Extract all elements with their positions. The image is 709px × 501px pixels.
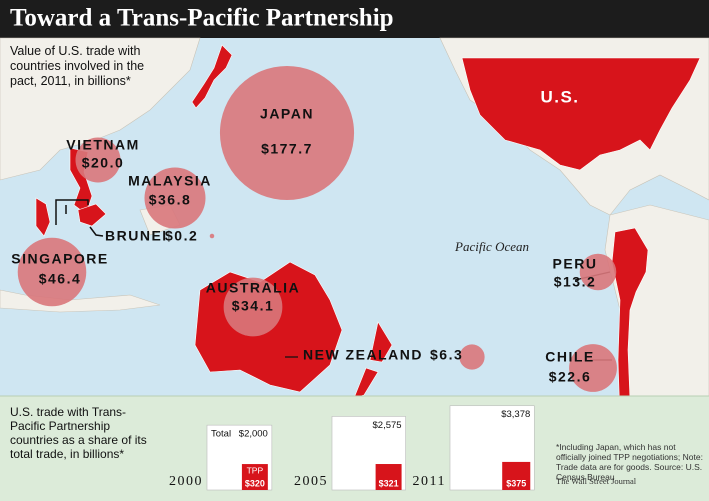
title: Toward a Trans-Pacific Partnership bbox=[10, 5, 394, 32]
trade-bubble bbox=[17, 237, 87, 307]
year-label: 2005 bbox=[294, 474, 328, 489]
country-value: $22.6 bbox=[549, 369, 592, 385]
country-name: PERU bbox=[553, 256, 598, 272]
us-label: U.S. bbox=[540, 87, 579, 106]
trade-bubble bbox=[569, 344, 617, 392]
trade-bubble bbox=[579, 253, 617, 291]
tpp-value: $321 bbox=[379, 478, 399, 488]
country-name: VIETNAM bbox=[66, 137, 140, 153]
country-value: $0.2 bbox=[165, 228, 198, 244]
trade-bubble bbox=[75, 137, 121, 183]
ocean-label: Pacific Ocean bbox=[454, 239, 529, 254]
country-value: $177.7 bbox=[261, 141, 313, 157]
borneo-land bbox=[77, 203, 107, 227]
tpp-square bbox=[502, 461, 531, 490]
us-land bbox=[461, 57, 701, 171]
tpp-value: $320 bbox=[245, 478, 265, 488]
nz-land bbox=[353, 321, 393, 399]
source: The Wall Street Journal bbox=[556, 476, 637, 486]
malaysia-land bbox=[35, 197, 51, 237]
japan-land bbox=[191, 44, 233, 109]
country-value: $6.3 bbox=[430, 347, 463, 363]
country-name: NEW ZEALAND bbox=[303, 347, 423, 363]
share-subtitle: U.S. trade with Trans-Pacific Partnershi… bbox=[10, 405, 147, 461]
total-label: $2,000 bbox=[239, 429, 268, 440]
country-value: $36.8 bbox=[149, 192, 192, 208]
tpp-word: TPP bbox=[247, 465, 264, 475]
title-bar bbox=[0, 0, 709, 38]
country-name: AUSTRALIA bbox=[206, 280, 300, 296]
country-name: SINGAPORE bbox=[11, 251, 109, 267]
trade-bubble bbox=[219, 65, 355, 201]
tpp-square bbox=[375, 464, 402, 490]
country-value: $13.2 bbox=[554, 274, 597, 290]
country-value: $46.4 bbox=[39, 271, 82, 287]
country-value: $34.1 bbox=[232, 298, 275, 314]
tpp-value: $375 bbox=[506, 478, 526, 488]
footnote: *Including Japan, which has not official… bbox=[556, 442, 703, 482]
leader-lines bbox=[55, 199, 104, 237]
trade-bubble bbox=[459, 344, 485, 370]
country-name: JAPAN bbox=[260, 106, 314, 122]
country-name: CHILE bbox=[545, 349, 595, 365]
total-label: $3,378 bbox=[501, 409, 530, 420]
trade-bubble bbox=[223, 277, 283, 337]
country-value: $20.0 bbox=[82, 155, 125, 171]
trade-bubble bbox=[209, 233, 215, 239]
total-square bbox=[449, 405, 535, 491]
total-word: Total bbox=[211, 429, 231, 440]
year-label: 2011 bbox=[413, 474, 446, 489]
trade-bubble bbox=[144, 167, 206, 229]
country-name: BRUNEI bbox=[105, 228, 168, 244]
map-subtitle: Value of U.S. trade with countries invol… bbox=[10, 44, 145, 88]
year-label: 2000 bbox=[169, 474, 203, 489]
country-name: MALAYSIA bbox=[128, 173, 212, 189]
total-label: $2,575 bbox=[373, 420, 402, 431]
tpp-square bbox=[241, 464, 268, 490]
